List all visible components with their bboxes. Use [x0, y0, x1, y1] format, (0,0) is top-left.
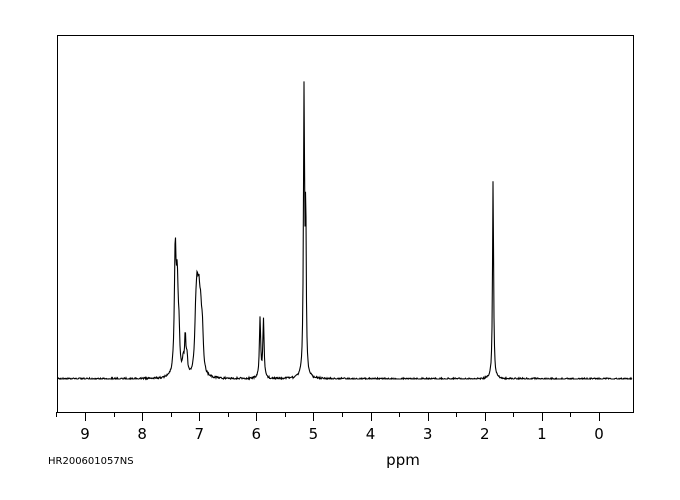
axis-tick-label: 3	[423, 425, 433, 443]
file-id-label: HR200601057NS	[48, 456, 134, 467]
axis-tick-label: 1	[537, 425, 547, 443]
axis-ticks	[55, 412, 601, 421]
axis-tick-label: 6	[252, 425, 262, 443]
axis-tick-labels: 9 8 7 6 5 4 3 2 1 0	[80, 425, 604, 443]
axis-tick-label: 9	[80, 425, 90, 443]
axis-tick-label: 7	[194, 425, 204, 443]
axis-tick-label: 8	[137, 425, 147, 443]
axis-tick-label: 2	[480, 425, 490, 443]
x-axis: 9 8 7 6 5 4 3 2 1 0	[55, 411, 633, 443]
axis-tick-label: 0	[594, 425, 604, 443]
plot-frame	[56, 34, 635, 414]
spectrum-trace	[57, 81, 633, 381]
axis-tick-label: 5	[309, 425, 319, 443]
x-axis-title: ppm	[386, 451, 420, 469]
axis-tick-label: 4	[366, 425, 376, 443]
